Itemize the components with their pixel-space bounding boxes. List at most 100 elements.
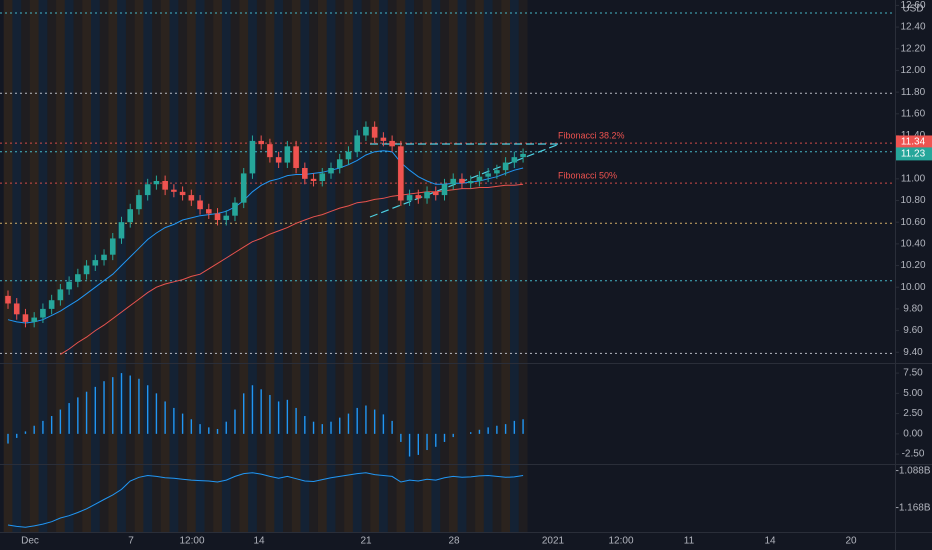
- stripe: [230, 0, 240, 532]
- candle-body: [188, 195, 195, 201]
- session-stripes: [3, 0, 528, 532]
- stripe: [448, 0, 458, 532]
- y-tick-label: 5.00: [903, 388, 923, 399]
- x-tick-label: 11: [684, 536, 695, 547]
- stripe: [204, 0, 214, 532]
- x-tick-label: 14: [764, 536, 776, 547]
- y-tick-label: 12.20: [900, 43, 925, 54]
- candle-body: [101, 254, 107, 261]
- candle-body: [22, 314, 29, 322]
- candle-body: [171, 189, 177, 192]
- candle-body: [302, 167, 308, 179]
- y-tick-label: 9.60: [903, 325, 923, 336]
- stripe: [387, 0, 397, 532]
- stripe: [510, 0, 519, 532]
- candle-body: [476, 176, 483, 181]
- stripe: [134, 0, 144, 532]
- y-tick-label: -2.50: [902, 449, 925, 460]
- moving-average: [7, 150, 524, 324]
- stripe: [457, 0, 467, 532]
- stripe: [352, 0, 362, 532]
- y-tick-label: 12.60: [900, 0, 925, 11]
- stripe: [248, 0, 257, 532]
- x-tick-label: 7: [128, 536, 134, 547]
- stripe: [370, 0, 380, 532]
- stripe: [187, 0, 196, 532]
- stripe: [143, 0, 153, 532]
- candle-body: [144, 184, 151, 196]
- trend-line: [369, 142, 563, 218]
- candle-body: [127, 209, 134, 223]
- candle-body: [109, 238, 116, 255]
- stripe: [213, 0, 222, 532]
- candle-body: [267, 144, 273, 158]
- stripe: [309, 0, 318, 532]
- level-label: Fibonacci 50%: [558, 171, 617, 181]
- stripe: [99, 0, 109, 532]
- y-tick-label: 0.00: [903, 428, 923, 439]
- candle-body: [389, 140, 395, 147]
- candle-body: [424, 191, 430, 199]
- price-tag-label: 11.23: [901, 149, 926, 160]
- y-tick-label: 7.50: [903, 368, 923, 379]
- stripe: [239, 0, 249, 532]
- stripe: [492, 0, 502, 532]
- stripe: [221, 0, 231, 532]
- price-tag: [896, 135, 932, 149]
- candle-body: [432, 191, 439, 196]
- x-tick-label: 12:00: [179, 536, 204, 547]
- stripe: [422, 0, 432, 532]
- candle-body: [459, 178, 465, 184]
- candle-body: [293, 146, 299, 168]
- y-tick-label: 2.50: [903, 408, 923, 419]
- stripe: [21, 0, 30, 532]
- candle-body: [13, 303, 20, 315]
- candle-body: [31, 317, 37, 322]
- stripe: [379, 0, 388, 532]
- y-tick-label: 11.80: [901, 87, 926, 98]
- stripe: [195, 0, 205, 532]
- stripe: [396, 0, 406, 532]
- stripe: [38, 0, 48, 532]
- candle-body: [136, 195, 142, 210]
- candle-body: [258, 140, 264, 145]
- price-tag-label: 11.34: [901, 137, 926, 148]
- y-tick-label: 9.80: [903, 304, 923, 315]
- candle-body: [354, 135, 360, 152]
- stripe: [12, 0, 22, 532]
- y-tick-label: 11.60: [901, 108, 926, 119]
- y-tick-label: 12.00: [900, 65, 925, 76]
- stripe: [414, 0, 423, 532]
- stripe: [169, 0, 179, 532]
- candle-body: [232, 202, 238, 216]
- candle-body: [406, 195, 413, 201]
- candle-body: [371, 126, 378, 138]
- stripe: [73, 0, 83, 532]
- candle-body: [310, 178, 317, 181]
- candle-body: [520, 153, 526, 158]
- candle-body: [494, 170, 500, 174]
- indicator-line: [7, 472, 524, 528]
- stripe: [405, 0, 415, 532]
- candle-body: [249, 140, 256, 174]
- candle-body: [40, 308, 46, 318]
- candle-body: [197, 200, 203, 210]
- candle-body: [214, 213, 221, 221]
- level-label: Fibonacci 38.2%: [558, 130, 625, 140]
- stripe: [300, 0, 310, 532]
- candle-body: [162, 181, 168, 190]
- x-tick-label: 2021: [542, 536, 565, 547]
- candle-body: [179, 191, 186, 196]
- stripe: [518, 0, 528, 532]
- stripe: [3, 0, 13, 532]
- y-tick-label: 9.40: [903, 347, 923, 358]
- candle-body: [363, 126, 369, 136]
- stripe: [178, 0, 188, 532]
- y-tick-label: 10.80: [900, 195, 925, 206]
- stripe: [431, 0, 441, 532]
- candle-body: [319, 173, 326, 181]
- candle-body: [398, 146, 404, 201]
